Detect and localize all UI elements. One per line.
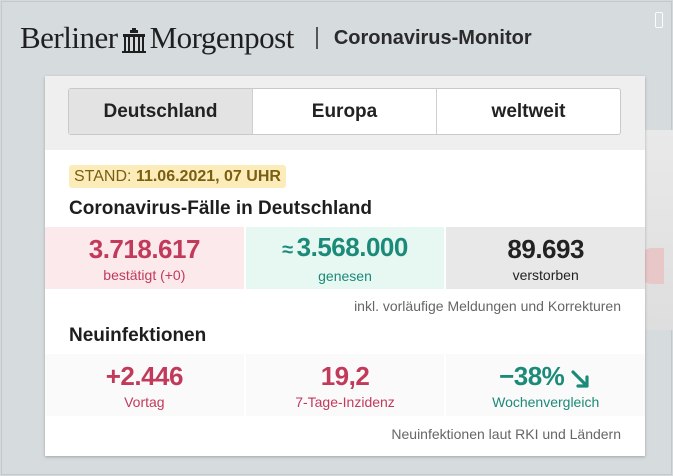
- deaths-label: verstorben: [512, 266, 579, 283]
- page-subtitle: Coronavirus-Monitor: [333, 26, 532, 49]
- stat-incidence: 19,2 7-Tage-Inzidenz: [245, 354, 447, 416]
- tab-deutschland[interactable]: Deutschland: [69, 89, 253, 134]
- incidence-label: 7-Tage-Inzidenz: [295, 393, 395, 410]
- new-infections-note: Neuinfektionen laut RKI und Ländern: [391, 426, 621, 442]
- new-infections-title: Neuinfektionen: [69, 325, 207, 346]
- tab-bar: Deutschland Europa weltweit: [45, 76, 645, 150]
- header: Berliner Morgenpost Coronavirus-Monitor: [20, 18, 532, 58]
- stat-previous-day: +2.446 Vortag: [45, 354, 246, 416]
- tab-europa[interactable]: Europa: [253, 89, 437, 134]
- cases-note: inkl. vorläufige Meldungen und Korrektur…: [354, 298, 621, 314]
- weekly-number: −38%: [499, 361, 592, 391]
- confirmed-value: 3.718.617: [88, 233, 201, 264]
- arrow-down-right-icon: [570, 367, 592, 389]
- tab-weltweit[interactable]: weltweit: [491, 100, 566, 122]
- confirmed-label: bestätigt (+0): [103, 266, 186, 283]
- weekly-label: Wochenvergleich: [492, 393, 600, 410]
- region-tabs: Deutschland Europa weltweit: [68, 88, 621, 135]
- corona-monitor-card: Deutschland Europa weltweit STAND: 11.06…: [45, 76, 646, 456]
- previous-day-label: Vortag: [124, 393, 165, 410]
- new-infections-stats: +2.446 Vortag 19,2 7-Tage-Inzidenz −38% …: [45, 354, 646, 416]
- recovered-label: genesen: [318, 268, 372, 284]
- background-map: [640, 130, 673, 330]
- stand-prefix: STAND:: [74, 168, 132, 185]
- deaths-value: 89.693: [507, 233, 584, 264]
- cases-title: Coronavirus-Fälle in Deutschland: [69, 198, 372, 219]
- window-handle-icon: [655, 12, 663, 28]
- stat-recovered: ≈3.568.000 genesen: [245, 227, 447, 289]
- recovered-value: 3.568.000: [296, 232, 409, 262]
- previous-day-value: +2.446: [105, 360, 184, 391]
- stat-confirmed: 3.718.617 bestätigt (+0): [45, 227, 246, 289]
- status-badge: STAND: 11.06.2021, 07 UHR: [69, 165, 286, 188]
- stand-timestamp: 11.06.2021, 07 UHR: [135, 168, 281, 185]
- brand-name-left: Berliner: [20, 20, 118, 55]
- stat-weekly: −38% Wochenvergleich: [446, 354, 646, 416]
- stat-deaths: 89.693 verstorben: [446, 227, 646, 289]
- cases-stats: 3.718.617 bestätigt (+0) ≈3.568.000 gene…: [45, 227, 646, 289]
- incidence-value: 19,2: [320, 360, 370, 391]
- approx-sign: ≈: [282, 239, 293, 261]
- recovered-number: ≈3.568.000: [282, 232, 408, 265]
- header-divider: [315, 27, 318, 49]
- weekly-value: −38%: [499, 360, 565, 391]
- brand-logo[interactable]: Berliner Morgenpost: [20, 20, 294, 56]
- brandenburg-gate-icon: [121, 25, 147, 53]
- brand-name-right: Morgenpost: [149, 20, 295, 55]
